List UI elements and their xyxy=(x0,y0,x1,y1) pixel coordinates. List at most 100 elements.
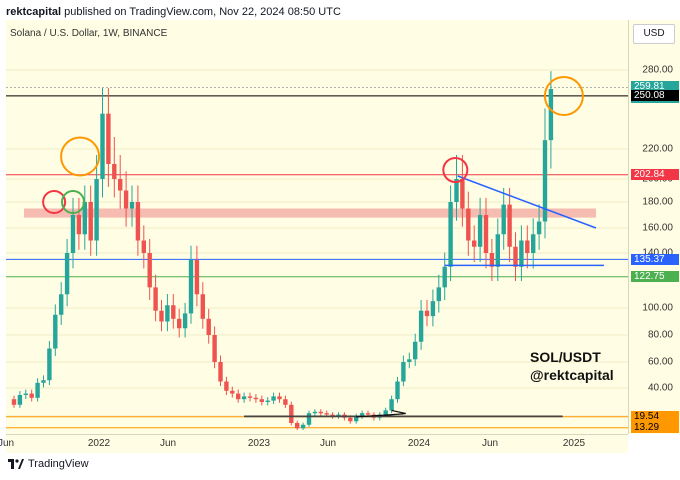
candle xyxy=(460,179,465,209)
watermark: SOL/USDT @rektcapital xyxy=(530,348,614,384)
candle xyxy=(200,294,205,319)
candle xyxy=(159,310,164,322)
candle xyxy=(483,215,489,253)
chart-pane[interactable]: Solana / U.S. Dollar, 1W, BINANCE SOL/US… xyxy=(6,20,628,434)
candle xyxy=(218,362,223,382)
candle xyxy=(182,313,188,329)
publish-header: rektcapital published on TradingView.com… xyxy=(6,6,341,18)
price-tag: 19.54 xyxy=(631,411,679,423)
candle xyxy=(336,414,341,416)
red-circle-marker xyxy=(442,157,469,183)
price-tag-value: 202.84 xyxy=(634,169,665,181)
candle xyxy=(289,404,294,423)
price-tag: 122.75 xyxy=(631,271,679,283)
candle xyxy=(171,305,176,319)
candle xyxy=(241,396,247,400)
orange-circle-marker xyxy=(543,76,584,116)
candle xyxy=(129,202,135,209)
candle xyxy=(454,179,459,202)
candle xyxy=(23,393,28,395)
candle xyxy=(224,381,229,391)
candle xyxy=(542,140,548,222)
price-tag: 250.08 xyxy=(631,90,679,102)
candle xyxy=(324,413,329,415)
red-circle-marker xyxy=(42,190,67,214)
candle xyxy=(11,399,17,405)
candle xyxy=(47,348,52,381)
candle xyxy=(177,318,182,329)
y-tick-label: 160.00 xyxy=(642,222,673,234)
candle xyxy=(253,397,259,400)
candle xyxy=(236,393,241,400)
publish-info: published on TradingView.com, Nov 22, 20… xyxy=(64,6,341,18)
candle xyxy=(188,259,194,314)
y-tick-label: 80.00 xyxy=(647,329,673,341)
candle xyxy=(501,204,506,235)
candle xyxy=(153,287,158,311)
candle xyxy=(359,413,365,416)
candle xyxy=(413,341,418,360)
y-tick-label: 100.00 xyxy=(642,302,673,314)
candle xyxy=(354,416,359,422)
time-axis[interactable]: Jun 2022 Jun 2023 Jun 2024 Jun 2025 xyxy=(0,434,628,453)
candle xyxy=(489,253,495,267)
price-tag-value: 122.75 xyxy=(634,271,665,283)
author-name[interactable]: rektcapital xyxy=(6,6,62,18)
candle xyxy=(64,253,70,295)
candle xyxy=(247,396,253,398)
resistance-band xyxy=(24,208,596,218)
y-tick-label: 280.00 xyxy=(642,64,673,76)
candle xyxy=(100,113,105,179)
candle xyxy=(17,395,23,405)
candle xyxy=(94,179,99,241)
footer-brand[interactable]: TradingView xyxy=(28,458,89,470)
y-tick-label: 140.00 xyxy=(642,248,673,259)
price-tag-value: 259.81 xyxy=(634,81,665,93)
candle xyxy=(548,89,554,141)
watermark-symbol: SOL/USDT xyxy=(530,349,601,365)
candle xyxy=(135,202,141,241)
candle xyxy=(206,318,211,335)
footer: TradingView xyxy=(8,458,89,470)
candle xyxy=(106,113,111,164)
candle xyxy=(348,417,353,422)
price-axis[interactable]: USD 280.00250.00220.00200.00180.00160.00… xyxy=(628,20,680,434)
y-tick-label: 40.00 xyxy=(647,382,673,394)
candle xyxy=(395,381,400,400)
price-tag: 202.84 xyxy=(631,169,679,181)
watermark-author: @rektcapital xyxy=(530,367,614,383)
candle xyxy=(519,240,524,267)
green-circle-marker xyxy=(61,190,85,214)
candle xyxy=(477,215,483,247)
x-tick-label: 2025 xyxy=(562,438,586,449)
candle xyxy=(300,424,306,429)
x-tick-label: Jun xyxy=(319,438,337,449)
price-tag-value: 250.08 xyxy=(634,90,665,102)
symbol-title: Solana / U.S. Dollar, 1W, BINANCE xyxy=(10,28,168,39)
candle xyxy=(271,396,276,401)
x-tick-label: Jun xyxy=(0,438,15,449)
descending-trendline xyxy=(457,175,597,229)
candlestick-chart[interactable] xyxy=(6,20,628,434)
candle xyxy=(330,414,335,416)
candle xyxy=(466,208,471,241)
candle xyxy=(76,215,82,235)
candle xyxy=(318,411,323,414)
candle xyxy=(88,202,93,241)
y-tick-label: 60.00 xyxy=(647,356,673,368)
candle xyxy=(82,202,87,235)
candle xyxy=(531,234,536,253)
candle xyxy=(383,410,388,415)
x-tick-label: 2024 xyxy=(407,438,431,449)
currency-button[interactable]: USD xyxy=(633,24,675,44)
x-tick-label: 2023 xyxy=(247,438,271,449)
orange-circle-marker xyxy=(60,136,101,177)
tradingview-logo-icon xyxy=(8,459,24,469)
x-tick-label: Jun xyxy=(159,438,177,449)
candle xyxy=(29,393,34,398)
candle xyxy=(525,240,530,253)
candle xyxy=(536,221,542,235)
candle xyxy=(265,400,270,402)
candle xyxy=(436,287,441,302)
